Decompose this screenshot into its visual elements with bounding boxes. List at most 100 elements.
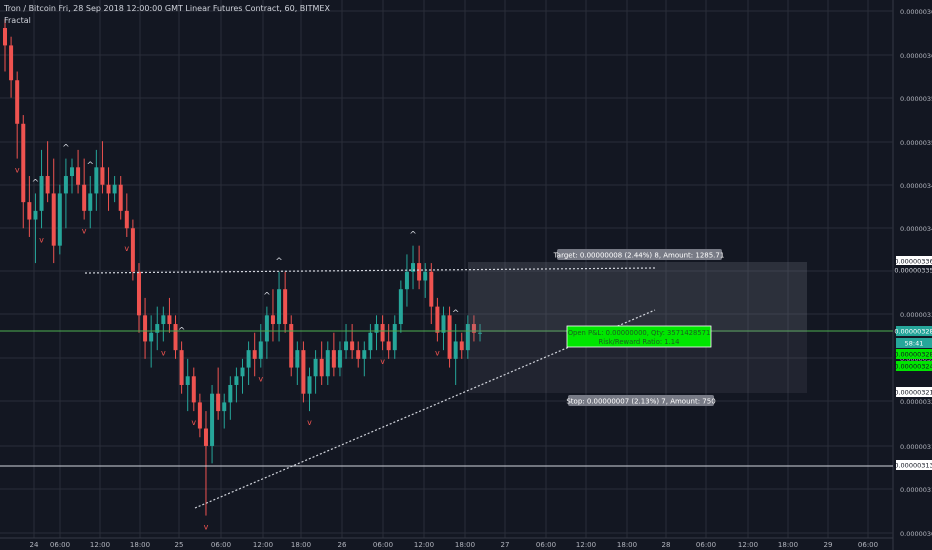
candle[interactable]: [124, 210, 129, 229]
candle[interactable]: [398, 289, 403, 325]
indicator-label[interactable]: Fractal: [4, 16, 31, 25]
candle[interactable]: [9, 45, 14, 81]
target-zone[interactable]: [468, 262, 807, 332]
candle[interactable]: [264, 315, 269, 342]
candle[interactable]: [404, 271, 409, 290]
candle[interactable]: [161, 315, 166, 325]
candle[interactable]: [203, 428, 208, 446]
candle[interactable]: [179, 350, 184, 385]
candle[interactable]: [33, 210, 38, 220]
candle[interactable]: [167, 315, 172, 325]
candle[interactable]: [57, 193, 62, 246]
candle[interactable]: [344, 341, 349, 351]
candle[interactable]: [191, 376, 196, 403]
candle[interactable]: [136, 271, 141, 316]
candle[interactable]: [362, 350, 367, 359]
time-tick-label: 25: [175, 541, 184, 549]
candle[interactable]: [313, 358, 318, 377]
candle[interactable]: [386, 341, 391, 351]
candle[interactable]: [173, 324, 178, 351]
candle[interactable]: [319, 358, 324, 377]
candle[interactable]: [270, 315, 275, 325]
time-tick-label: 18:00: [455, 541, 475, 549]
candle[interactable]: [240, 367, 245, 377]
time-tick-label: 18:00: [291, 541, 311, 549]
candle[interactable]: [289, 324, 294, 368]
candle[interactable]: [112, 184, 117, 194]
candle[interactable]: [331, 350, 336, 368]
candle[interactable]: [350, 341, 355, 351]
time-tick-label: 06:00: [373, 541, 393, 549]
price-badge: [896, 460, 932, 470]
candle[interactable]: [307, 376, 312, 394]
candle[interactable]: [69, 167, 74, 177]
candle[interactable]: [106, 184, 111, 194]
candle[interactable]: [447, 315, 452, 359]
candle[interactable]: [283, 289, 288, 325]
candle[interactable]: [15, 80, 20, 124]
candle[interactable]: [471, 324, 476, 333]
candle[interactable]: [325, 350, 330, 377]
candle[interactable]: [51, 193, 56, 246]
candle[interactable]: [301, 350, 306, 394]
candle[interactable]: [258, 341, 263, 359]
candle[interactable]: [149, 332, 154, 342]
time-tick-label: 26: [338, 541, 347, 549]
price-badge-label: 58:41: [905, 340, 924, 348]
candle[interactable]: [295, 350, 300, 368]
candle[interactable]: [441, 315, 446, 333]
candle[interactable]: [63, 176, 68, 194]
candle[interactable]: [130, 228, 135, 272]
candle[interactable]: [429, 271, 434, 307]
candle[interactable]: [423, 271, 428, 281]
resistance-line[interactable]: [84, 267, 656, 274]
candle[interactable]: [374, 324, 379, 333]
candle[interactable]: [435, 306, 440, 333]
fractal-down-marker: v: [258, 375, 263, 384]
candle[interactable]: [76, 167, 81, 185]
candle[interactable]: [45, 176, 50, 194]
candle[interactable]: [82, 184, 87, 211]
fractal-up-marker: ^: [409, 231, 417, 241]
candle[interactable]: [3, 28, 7, 46]
time-tick-label: 12:00: [253, 541, 273, 549]
candle[interactable]: [380, 324, 385, 342]
candle[interactable]: [246, 350, 251, 368]
candle[interactable]: [94, 167, 99, 194]
candle[interactable]: [155, 324, 160, 333]
candle[interactable]: [417, 263, 422, 281]
candle[interactable]: [216, 393, 221, 412]
candle[interactable]: [185, 376, 190, 385]
price-tick-label: 0.00000315: [900, 443, 932, 451]
pnl-box[interactable]: [566, 325, 712, 348]
candle[interactable]: [210, 393, 215, 446]
stop-label: Stop: 0.00000007 (2.13%) 7, Amount: 750: [566, 398, 715, 406]
candle[interactable]: [356, 350, 361, 359]
candle[interactable]: [27, 202, 32, 220]
candle[interactable]: [392, 324, 397, 351]
time-tick-label: 06:00: [858, 541, 878, 549]
candle[interactable]: [465, 324, 470, 351]
candle[interactable]: [118, 184, 123, 211]
candle[interactable]: [337, 350, 342, 368]
candle[interactable]: [368, 332, 373, 351]
candle[interactable]: [197, 402, 202, 429]
candle[interactable]: [252, 350, 257, 359]
candle[interactable]: [453, 341, 458, 359]
price-tick-label: 0.00000310: [900, 486, 932, 494]
candle[interactable]: [478, 332, 483, 334]
candle[interactable]: [234, 376, 239, 385]
candle[interactable]: [459, 341, 464, 351]
candle[interactable]: [411, 263, 416, 272]
candle[interactable]: [39, 176, 44, 211]
candle[interactable]: [228, 384, 233, 403]
candle[interactable]: [222, 402, 227, 412]
candle[interactable]: [143, 315, 148, 342]
price-tick-label: 0.00000340: [900, 225, 932, 233]
candle[interactable]: [277, 289, 282, 325]
candle[interactable]: [100, 167, 105, 185]
candle[interactable]: [21, 123, 26, 203]
candle[interactable]: [88, 193, 93, 211]
